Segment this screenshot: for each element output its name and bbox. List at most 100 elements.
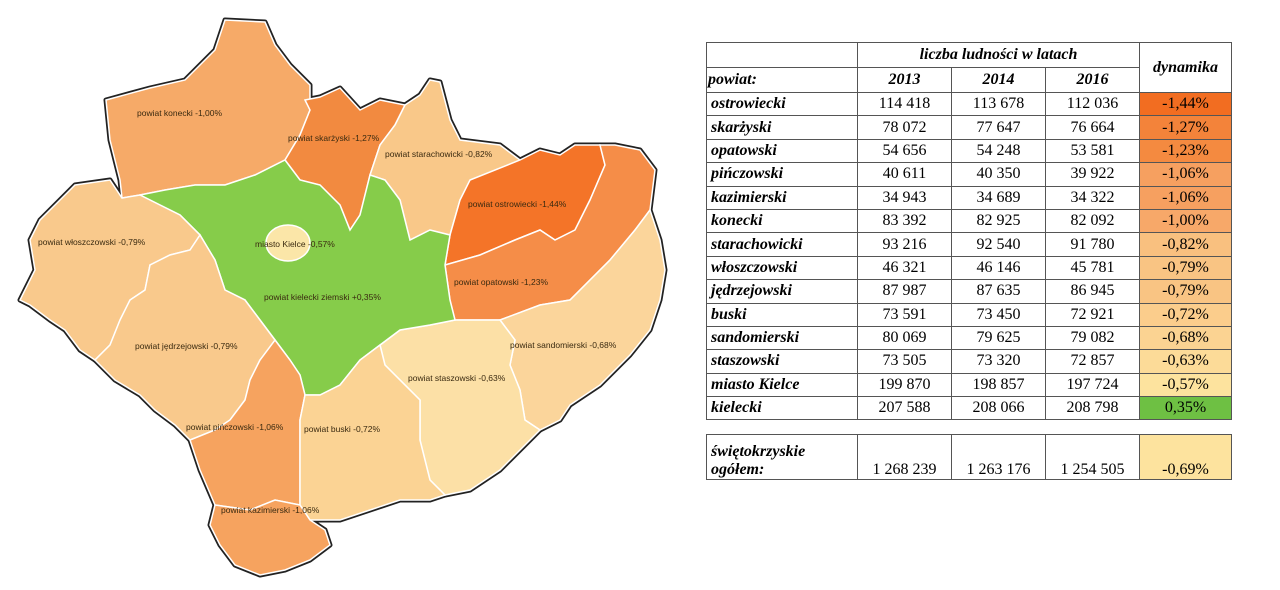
table-row: skarżyski 78 072 77 647 76 664 -1,27% <box>706 115 1232 140</box>
population-cell: 54 656 <box>857 138 952 164</box>
population-cell: 76 664 <box>1045 115 1140 140</box>
population-cell: 40 350 <box>951 162 1046 187</box>
powiat-name: miasto Kielce <box>706 372 858 398</box>
population-cell: 40 611 <box>857 162 952 187</box>
powiat-map: powiat konecki -1,00% powiat skarżyski -1… <box>17 17 668 578</box>
population-cell: 198 857 <box>951 372 1046 398</box>
region-label: powiat kielecki ziemski +0,35% <box>264 292 381 302</box>
population-cell: 113 678 <box>951 91 1046 117</box>
dynamics-cell: -1,44% <box>1139 91 1232 117</box>
powiat-name: staszowski <box>706 349 858 374</box>
dynamics-cell: -0,79% <box>1139 255 1232 281</box>
dynamics-cell: -1,23% <box>1139 138 1232 164</box>
table-row: kazimierski 34 943 34 689 34 322 -1,06% <box>706 185 1232 210</box>
region-label: powiat opatowski -1,23% <box>454 277 548 287</box>
total-label: świętokrzyskie ogółem: <box>706 434 858 481</box>
population-cell: 54 248 <box>951 138 1046 164</box>
dynamics-cell: 0,35% <box>1139 396 1232 421</box>
table-row: pińczowski 40 611 40 350 39 922 -1,06% <box>706 162 1232 187</box>
powiat-name: sandomierski <box>706 325 858 351</box>
region-kielce <box>265 224 311 262</box>
total-population-cell: 1 263 176 <box>951 434 1046 481</box>
year-header: 2016 <box>1045 67 1140 93</box>
population-cell: 39 922 <box>1045 162 1140 187</box>
population-cell: 73 320 <box>951 349 1046 374</box>
region-kazimierski <box>209 499 331 576</box>
table-row: staszowski 73 505 73 320 72 857 -0,63% <box>706 349 1232 374</box>
region-label: powiat ostrowiecki -1,44% <box>468 199 567 209</box>
corner-cell <box>706 42 858 68</box>
population-cell: 92 540 <box>951 232 1046 257</box>
powiat-header: powiat: <box>706 67 858 93</box>
population-cell: 73 591 <box>857 302 952 327</box>
population-cell: 53 581 <box>1045 138 1140 164</box>
dynamics-cell: -0,79% <box>1139 279 1232 304</box>
spacer <box>707 420 1232 435</box>
population-cell: 93 216 <box>857 232 952 257</box>
table-row: miasto Kielce 199 870 198 857 197 724 -0,57% <box>706 372 1232 398</box>
powiat-name: jędrzejowski <box>706 279 858 304</box>
population-cell: 34 322 <box>1045 185 1140 210</box>
total-label-line2: ogółem: <box>711 461 765 479</box>
population-cell: 80 069 <box>857 325 952 351</box>
population-cell: 199 870 <box>857 372 952 398</box>
total-row: świętokrzyskie ogółem: 1 268 239 1 263 176 1… <box>706 434 1232 481</box>
region-label: powiat sandomierski -0,68% <box>510 340 617 350</box>
region-label: miasto Kielce -0,57% <box>255 239 335 249</box>
total-label-line1: świętokrzyskie <box>711 443 806 461</box>
region-jedrzejowski <box>93 233 276 441</box>
year-header: 2014 <box>951 67 1046 93</box>
population-cell: 197 724 <box>1045 372 1140 398</box>
population-cell: 82 092 <box>1045 208 1140 234</box>
population-cell: 87 635 <box>951 279 1046 304</box>
population-cell: 86 945 <box>1045 279 1140 304</box>
table-row: włoszczowski 46 321 46 146 45 781 -0,79% <box>706 255 1232 281</box>
dynamics-cell: -0,68% <box>1139 325 1232 351</box>
dynamics-cell: -0,82% <box>1139 232 1232 257</box>
dynamics-header: dynamika <box>1139 42 1232 93</box>
population-cell: 208 066 <box>951 396 1046 421</box>
region-label: powiat kazimierski -1,06% <box>221 505 320 515</box>
powiat-name: włoszczowski <box>706 255 858 281</box>
region-buski <box>299 343 447 521</box>
population-cell: 79 082 <box>1045 325 1140 351</box>
dynamics-cell: -0,63% <box>1139 349 1232 374</box>
population-cell: 83 392 <box>857 208 952 234</box>
population-cell: 208 798 <box>1045 396 1140 421</box>
population-cell: 34 689 <box>951 185 1046 210</box>
table-row: sandomierski 80 069 79 625 79 082 -0,68% <box>706 325 1232 351</box>
powiat-name: ostrowiecki <box>706 91 858 117</box>
population-table: liczba ludności w latach dynamika powiat… <box>706 42 1232 481</box>
table-row: jędrzejowski 87 987 87 635 86 945 -0,79% <box>706 279 1232 304</box>
region-label: powiat konecki -1,00% <box>137 108 222 118</box>
total-dynamics-cell: -0,69% <box>1139 434 1232 481</box>
table-row: starachowicki 93 216 92 540 91 780 -0,82% <box>706 232 1232 257</box>
powiat-name: buski <box>706 302 858 327</box>
table-row: ostrowiecki 114 418 113 678 112 036 -1,44% <box>706 91 1232 117</box>
dynamics-cell: -1,06% <box>1139 185 1232 210</box>
population-cell: 79 625 <box>951 325 1046 351</box>
population-cell: 87 987 <box>857 279 952 304</box>
population-cell: 46 146 <box>951 255 1046 281</box>
region-label: powiat włoszczowski -0,79% <box>38 237 146 247</box>
population-cell: 45 781 <box>1045 255 1140 281</box>
year-header: 2013 <box>857 67 952 93</box>
region-label: powiat buski -0,72% <box>304 424 381 434</box>
dynamics-cell: -0,57% <box>1139 372 1232 398</box>
region-label: powiat jędrzejowski -0,79% <box>135 341 238 351</box>
population-cell: 72 921 <box>1045 302 1140 327</box>
powiat-name: starachowicki <box>706 232 858 257</box>
total-population-cell: 1 268 239 <box>857 434 952 481</box>
population-cell: 112 036 <box>1045 91 1140 117</box>
population-cell: 73 505 <box>857 349 952 374</box>
powiat-name: kielecki <box>706 396 858 421</box>
powiat-name: opatowski <box>706 138 858 164</box>
table-row: konecki 83 392 82 925 82 092 -1,00% <box>706 208 1232 234</box>
region-label: powiat staszowski -0,63% <box>408 373 506 383</box>
region-label: powiat skarżyski -1,27% <box>288 133 380 143</box>
dynamics-cell: -1,00% <box>1139 208 1232 234</box>
group-header: liczba ludności w latach <box>857 42 1140 68</box>
population-cell: 77 647 <box>951 115 1046 140</box>
population-cell: 78 072 <box>857 115 952 140</box>
population-cell: 73 450 <box>951 302 1046 327</box>
